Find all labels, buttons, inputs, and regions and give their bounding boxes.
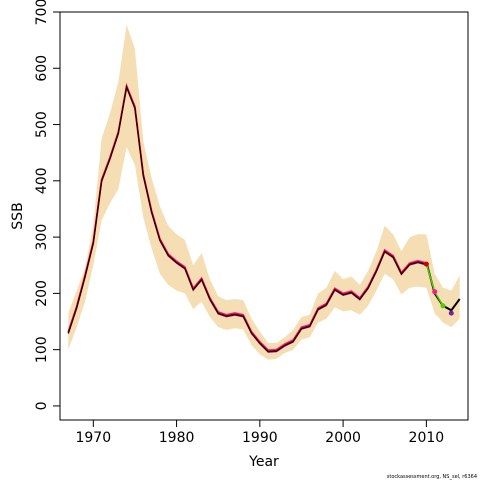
y-axis-title: SSB bbox=[10, 202, 26, 229]
retro-point-layer bbox=[423, 261, 454, 316]
y-tick-label: 0 bbox=[34, 401, 50, 410]
x-axis: 1970 1980 1990 2000 2010 bbox=[75, 419, 445, 446]
y-axis: 0 100 200 300 400 500 600 700 bbox=[34, 0, 61, 410]
x-tick-label: 1980 bbox=[159, 430, 195, 446]
x-tick-label: 1970 bbox=[75, 430, 111, 446]
retro-point bbox=[432, 289, 438, 295]
y-tick-label: 700 bbox=[34, 0, 50, 25]
y-tick-label: 100 bbox=[34, 336, 50, 363]
y-tick-label: 200 bbox=[34, 280, 50, 307]
credit-text: stockassessment.org, NS_sel, r6364 bbox=[387, 474, 477, 480]
x-tick-label: 2010 bbox=[409, 430, 445, 446]
estimate-line bbox=[67, 85, 427, 353]
confidence-band-layer bbox=[68, 24, 460, 360]
retro-point bbox=[440, 303, 446, 309]
retro-point bbox=[448, 310, 454, 316]
confidence-band bbox=[68, 24, 460, 360]
retro-point bbox=[423, 261, 429, 267]
x-tick-label: 1990 bbox=[242, 430, 278, 446]
x-axis-title: Year bbox=[248, 454, 279, 470]
y-tick-label: 400 bbox=[34, 167, 50, 194]
x-tick-label: 2000 bbox=[325, 430, 361, 446]
y-tick-label: 600 bbox=[34, 55, 50, 82]
series-line-layer bbox=[67, 82, 461, 353]
y-tick-label: 300 bbox=[34, 224, 50, 251]
y-tick-label: 500 bbox=[34, 111, 50, 138]
